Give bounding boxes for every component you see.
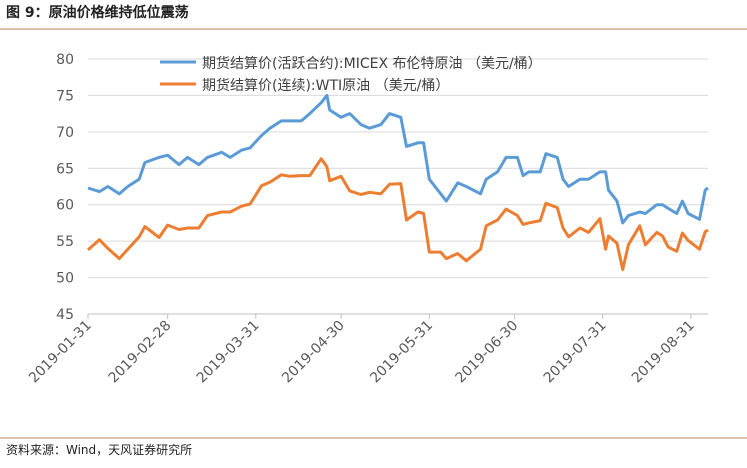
- y-tick-label: 55: [56, 234, 74, 250]
- y-tick-label: 45: [56, 307, 74, 323]
- y-tick-label: 80: [56, 52, 74, 68]
- line: [87, 93, 709, 225]
- x-tick-label: 2019-01-31: [26, 318, 95, 387]
- y-tick-label: 75: [56, 88, 74, 104]
- x-tick-label: 2019-05-31: [367, 318, 436, 387]
- y-tick-label: 60: [56, 198, 74, 214]
- x-tick-label: 2019-06-30: [453, 318, 522, 387]
- x-tick-label: 2019-03-31: [194, 318, 263, 387]
- legend-label: 期货结算价(活跃合约):MICEX 布伦特原油 （美元/桶）: [202, 55, 542, 72]
- y-tick-label: 65: [56, 161, 74, 177]
- legend-label: 期货结算价(连续):WTI原油 （美元/桶）: [202, 77, 449, 94]
- x-tick-label: 2019-04-30: [279, 318, 348, 387]
- x-tick-label: 2019-08-31: [629, 318, 698, 387]
- y-tick-label: 70: [56, 125, 74, 141]
- source: 资料来源：Wind，天风证券研究所: [6, 442, 192, 457]
- x-tick-label: 2019-07-31: [541, 318, 610, 387]
- x-tick-label: 2019-02-28: [106, 318, 175, 387]
- y-tick-label: 50: [56, 271, 74, 287]
- title: 图 9：原油价格维持低位震荡: [6, 4, 189, 21]
- line: [86, 157, 709, 272]
